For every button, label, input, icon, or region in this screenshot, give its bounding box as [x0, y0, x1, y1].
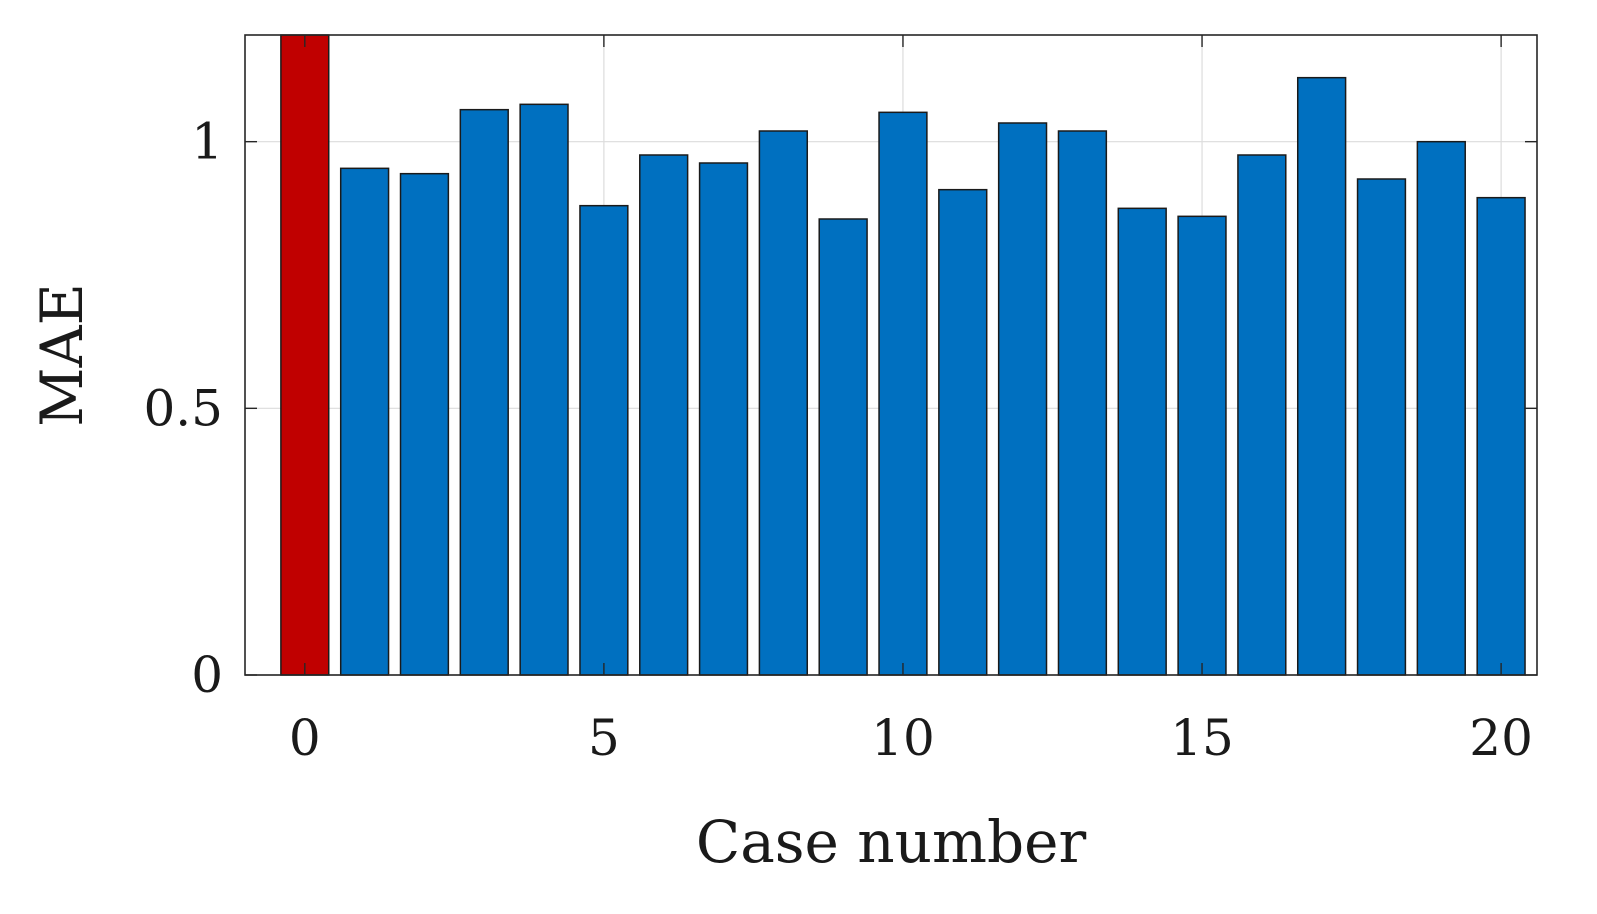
bar-case-1: [339, 167, 390, 676]
tick-marks: [245, 35, 1537, 676]
bar-case-4: [519, 103, 569, 676]
bar-case-6: [639, 154, 689, 676]
bar-case-5: [579, 204, 629, 676]
x-tick-label-15: 15: [1170, 709, 1234, 767]
bar-case-7: [698, 162, 749, 676]
bar-case-20: [1476, 196, 1526, 676]
y-tick-label-1: 1: [191, 113, 223, 171]
bar-case-18: [1356, 178, 1407, 676]
bar-case-11: [938, 188, 988, 676]
x-tick-labels: 0 5 10 15 20: [289, 709, 1533, 767]
x-tick-label-5: 5: [588, 709, 620, 767]
y-axis-title: MAE: [28, 283, 96, 427]
bar-case-19: [1416, 140, 1466, 676]
x-axis-title: Case number: [696, 808, 1087, 876]
x-tick-label-20: 20: [1469, 709, 1533, 767]
x-tick-label-10: 10: [871, 709, 935, 767]
plot-area-frame: [244, 34, 1538, 676]
bar-case-14: [1117, 207, 1167, 676]
x-tick-label-0: 0: [289, 709, 321, 767]
y-tick-label-0-5: 0.5: [143, 379, 223, 437]
bar-case-0: [280, 34, 330, 676]
bar-case-16: [1237, 154, 1287, 676]
bars: [280, 34, 1526, 676]
bar-case-8: [758, 130, 809, 676]
bar-case-13: [1057, 130, 1108, 676]
bar-case-15: [1177, 215, 1227, 676]
bar-case-17: [1296, 76, 1347, 676]
bar-case-12: [997, 122, 1048, 676]
bar-case-10: [878, 111, 928, 676]
bar-case-9: [818, 218, 868, 676]
bar-case-2: [399, 172, 450, 676]
bar-case-3: [459, 108, 509, 676]
y-tick-label-0: 0: [191, 646, 223, 704]
y-tick-labels: 00.51: [143, 113, 223, 704]
